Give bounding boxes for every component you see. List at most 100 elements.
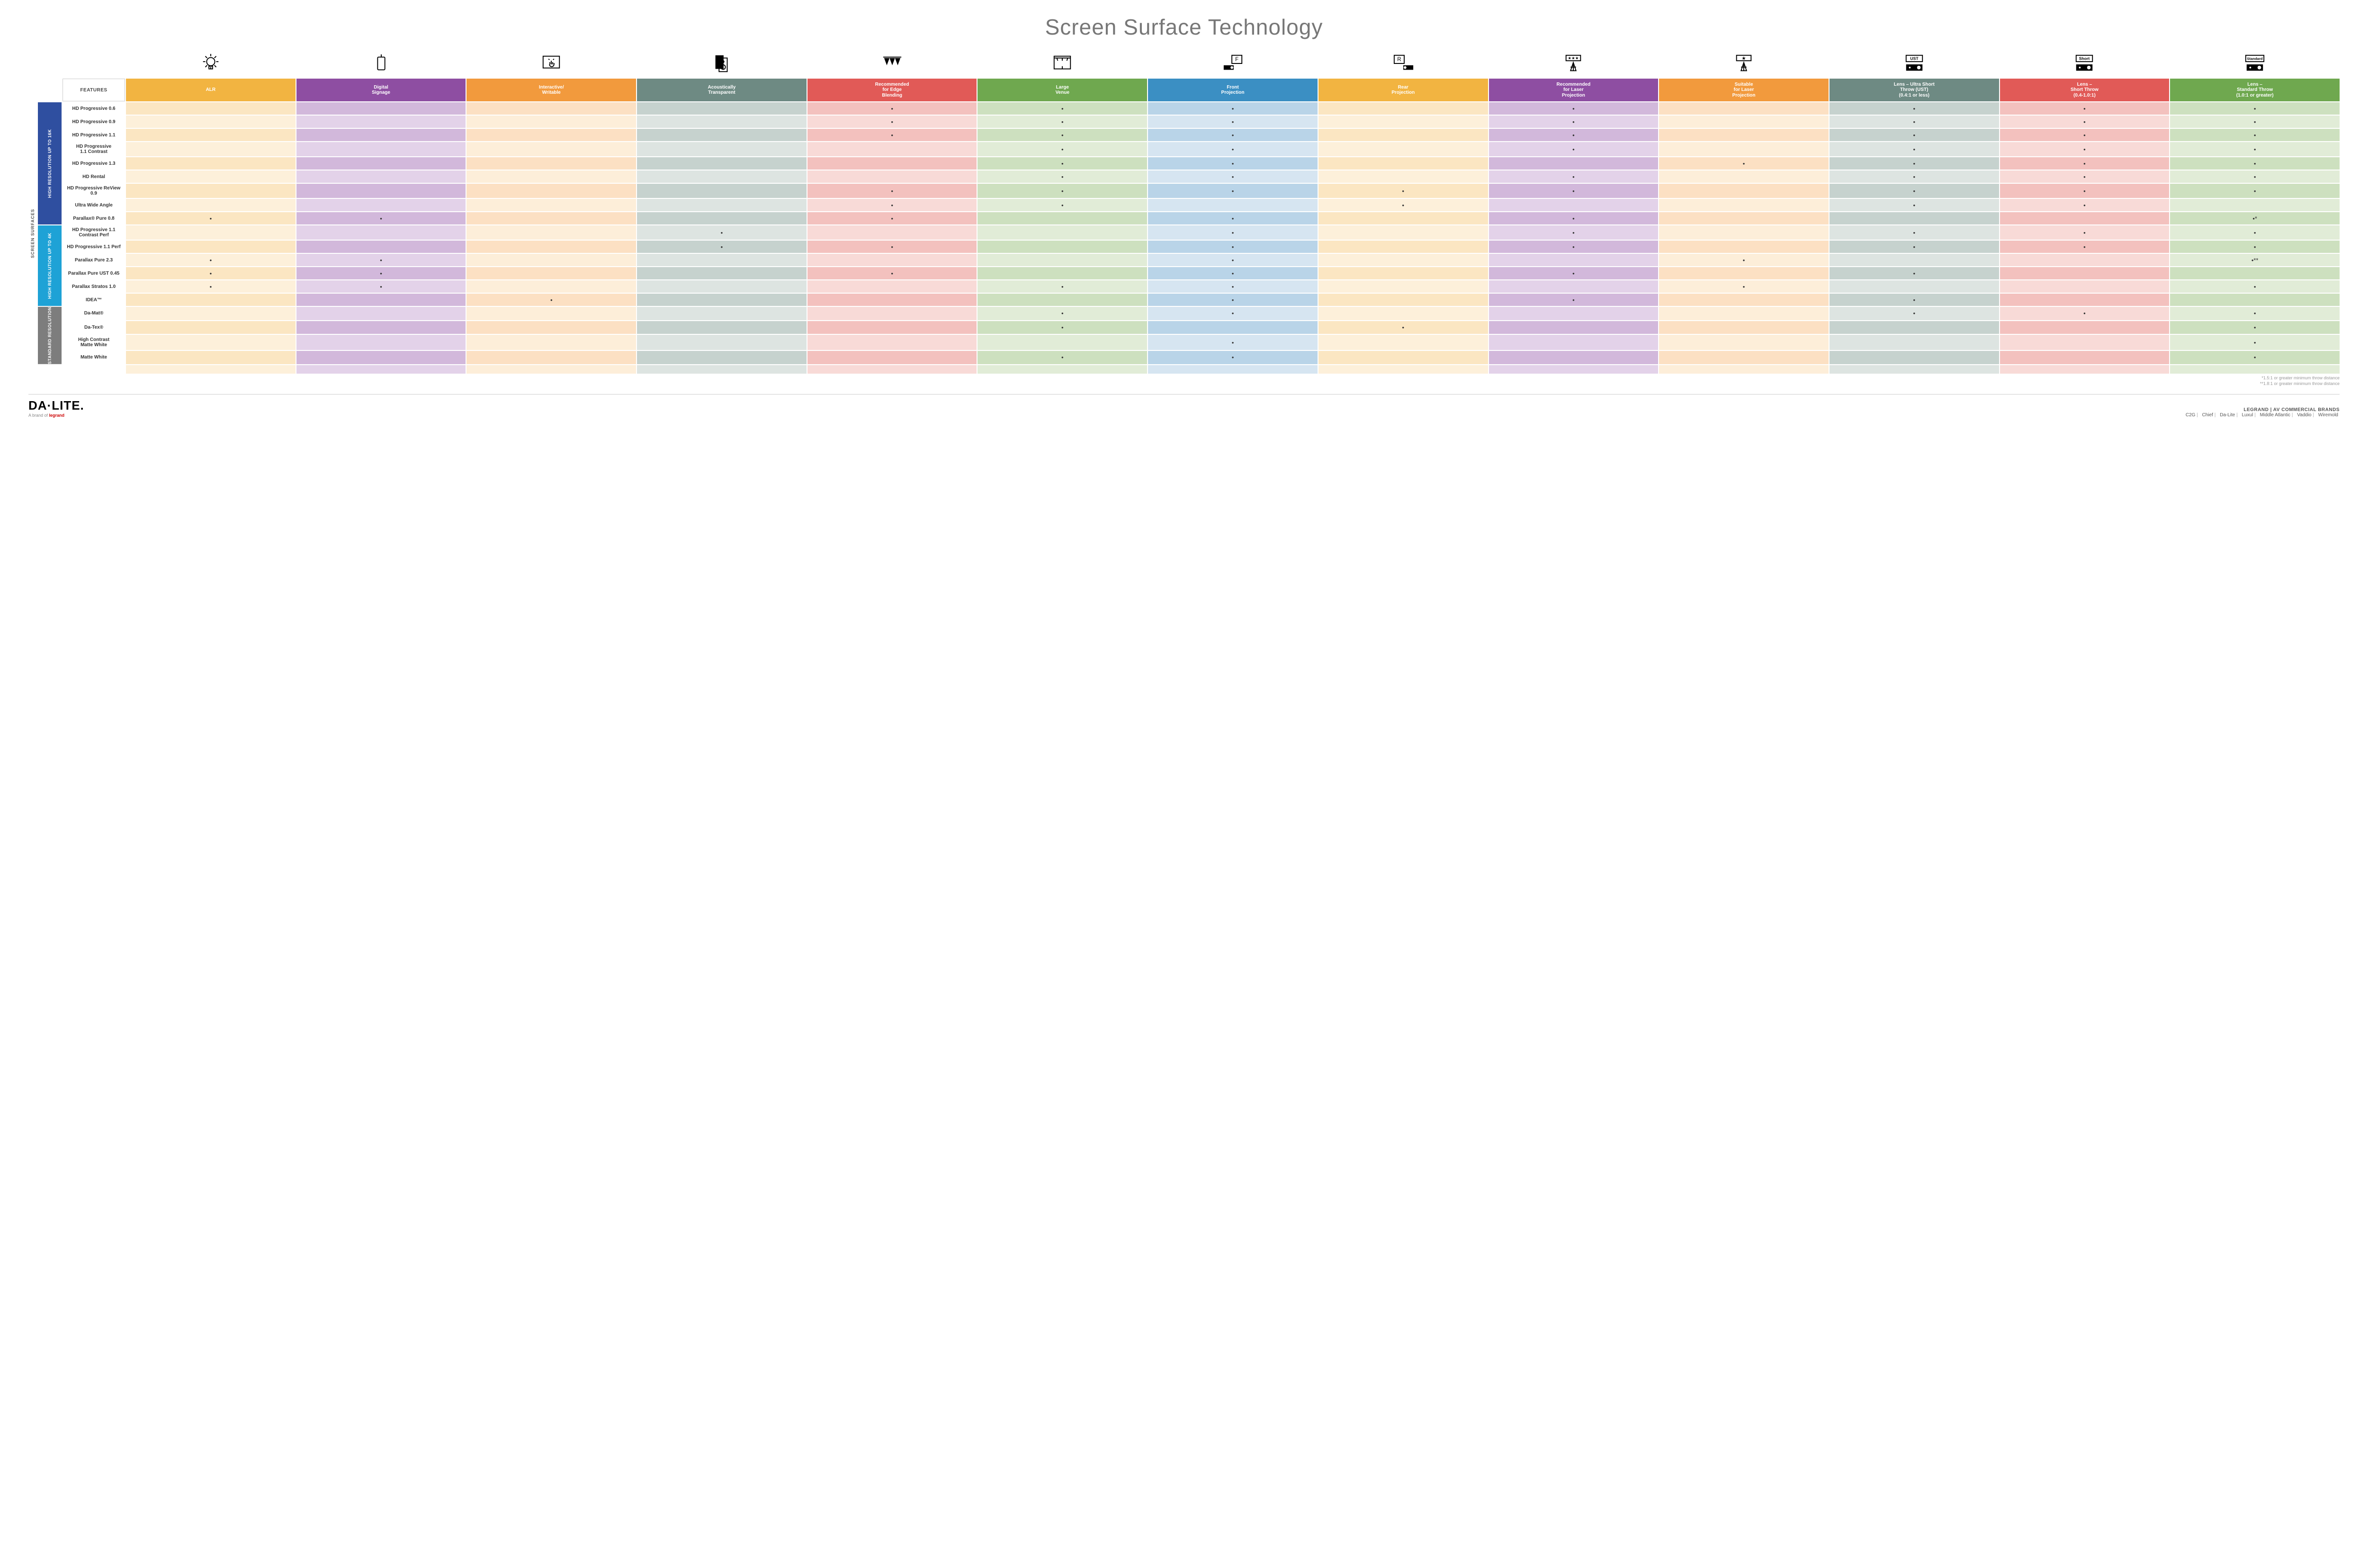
- data-cell: •: [978, 157, 1147, 170]
- data-cell: •: [126, 212, 296, 224]
- group-label: HIGH RESOLUTION UP TO 4K: [38, 225, 62, 306]
- venue-icon: [978, 49, 1147, 78]
- data-cell: •: [126, 254, 296, 266]
- data-cell: [466, 129, 636, 141]
- data-cell: •: [1148, 102, 1318, 115]
- data-cell: •: [2000, 116, 2170, 128]
- data-cell: •: [2170, 241, 2340, 253]
- data-cell: •: [1659, 157, 1829, 170]
- data-cell: [466, 280, 636, 293]
- cylinder-icon: [296, 49, 466, 78]
- data-cell: [2170, 267, 2340, 279]
- data-cell: •: [978, 199, 1147, 211]
- data-cell: •: [126, 280, 296, 293]
- blank-cell: [1489, 365, 1659, 374]
- data-cell: [1659, 294, 1829, 306]
- data-cell: [637, 321, 807, 334]
- ust-proj-icon: UST: [1830, 49, 1999, 78]
- brand-item: Chief: [2201, 412, 2219, 418]
- brand-item: Vaddio: [2296, 412, 2317, 418]
- data-cell: [296, 294, 466, 306]
- blank-cell: [807, 365, 977, 374]
- data-cell: •: [1148, 267, 1318, 279]
- data-cell: [807, 225, 977, 240]
- data-cell: [2170, 199, 2340, 211]
- row-label: Parallax Pure UST 0.45: [63, 267, 125, 279]
- data-cell: •: [2000, 184, 2170, 198]
- data-cell: [1319, 351, 1488, 364]
- data-cell: [1659, 129, 1829, 141]
- data-cell: •: [1489, 212, 1659, 224]
- data-cell: [2000, 254, 2170, 266]
- laser-stars-icon: ★★★: [1489, 49, 1659, 78]
- data-cell: [1659, 199, 1829, 211]
- speakers-icon: [637, 49, 807, 78]
- data-cell: •: [2170, 321, 2340, 334]
- data-cell: [1489, 157, 1659, 170]
- data-cell: •: [126, 267, 296, 279]
- data-cell: •: [807, 212, 977, 224]
- svg-text:R: R: [1397, 57, 1401, 63]
- footnotes: *1.5:1 or greater minimum throw distance…: [28, 374, 2340, 388]
- footer: DA·LITE. A brand of legrand LEGRAND | AV…: [28, 394, 2340, 418]
- data-cell: [466, 212, 636, 224]
- data-cell: [1659, 170, 1829, 183]
- tagline-prefix: A brand of: [28, 413, 49, 418]
- data-cell: [1319, 129, 1488, 141]
- data-cell: [126, 199, 296, 211]
- data-cell: •: [2000, 225, 2170, 240]
- brand-list: C2GChiefDa-LiteLuxulMiddle AtlanticVaddi…: [2184, 412, 2340, 418]
- data-cell: [1319, 102, 1488, 115]
- data-cell: [807, 254, 977, 266]
- footnote: **1.8:1 or greater minimum throw distanc…: [28, 381, 2340, 387]
- column-header: ALR: [126, 79, 296, 101]
- data-cell: •: [2000, 307, 2170, 320]
- blank-cell: [1319, 365, 1488, 374]
- data-cell: •: [1830, 267, 1999, 279]
- data-cell: [637, 129, 807, 141]
- data-cell: [807, 294, 977, 306]
- data-cell: [978, 254, 1147, 266]
- row-label: Parallax Stratos 1.0: [63, 280, 125, 293]
- data-cell: •: [2000, 199, 2170, 211]
- data-cell: [1319, 267, 1488, 279]
- data-cell: [637, 307, 807, 320]
- data-cell: [1489, 254, 1659, 266]
- blank-cell: [2000, 365, 2170, 374]
- data-cell: •: [2170, 225, 2340, 240]
- data-cell: [807, 157, 977, 170]
- row-label: HD Progressive 1.1: [63, 129, 125, 141]
- data-cell: •: [637, 241, 807, 253]
- data-cell: •: [978, 184, 1147, 198]
- data-cell: [2000, 321, 2170, 334]
- data-cell: [296, 307, 466, 320]
- row-label: HD Progressive 1.3: [63, 157, 125, 170]
- data-cell: •: [1659, 254, 1829, 266]
- column-header: Lens –Short Throw(0.4-1.0:1): [2000, 79, 2170, 101]
- data-cell: [466, 321, 636, 334]
- data-cell: [1659, 351, 1829, 364]
- data-cell: [126, 129, 296, 141]
- data-cell: [1659, 321, 1829, 334]
- row-label: Da-Tex®: [63, 321, 125, 334]
- data-cell: •: [1148, 241, 1318, 253]
- blank-cell: [1148, 365, 1318, 374]
- data-cell: [466, 351, 636, 364]
- data-cell: [466, 225, 636, 240]
- svg-text:★: ★: [1741, 55, 1746, 61]
- bulb-icon: [126, 49, 296, 78]
- data-cell: •: [1489, 129, 1659, 141]
- outer-side-label: SCREEN SURFACES: [28, 102, 37, 364]
- data-cell: •: [1319, 321, 1488, 334]
- data-cell: •: [2000, 102, 2170, 115]
- data-cell: •: [1830, 307, 1999, 320]
- blank-cell: [1830, 365, 1999, 374]
- data-cell: •: [807, 116, 977, 128]
- data-cell: •: [1489, 142, 1659, 156]
- data-cell: [1830, 254, 1999, 266]
- data-cell: •: [2000, 170, 2170, 183]
- data-cell: [126, 321, 296, 334]
- data-cell: •**: [2170, 254, 2340, 266]
- data-cell: [1659, 142, 1829, 156]
- data-cell: [466, 170, 636, 183]
